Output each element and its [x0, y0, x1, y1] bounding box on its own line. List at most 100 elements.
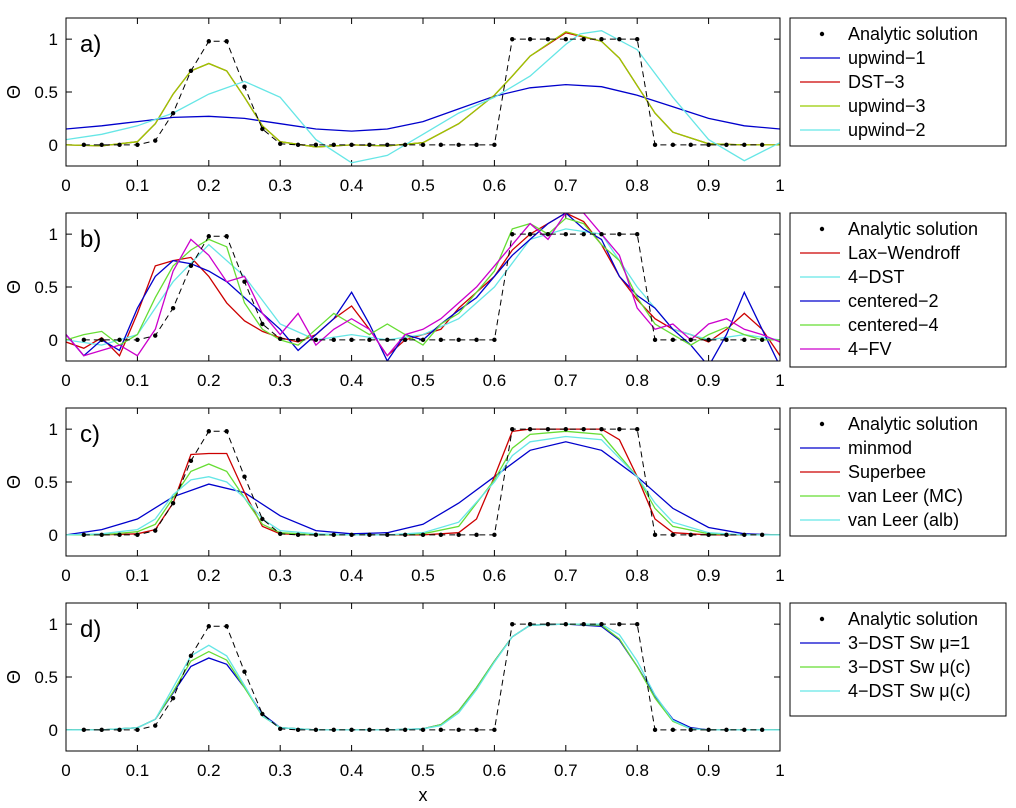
legend: Analytic solution minmod Superbee van Leer …: [789, 407, 1007, 537]
y-tick-label: 0: [49, 136, 58, 155]
analytic-point: [456, 337, 461, 343]
analytic-point: [367, 337, 372, 343]
legend-entry-2: 4−DST: [848, 267, 905, 287]
analytic-point: [492, 142, 497, 148]
x-tick-label: 0: [61, 176, 70, 195]
analytic-point: [242, 279, 247, 284]
y-axis-label: Θ: [4, 475, 24, 489]
y-axis-label: Θ: [4, 670, 24, 684]
x-tick-label: 1: [775, 371, 784, 390]
plot-area: [66, 408, 780, 556]
y-tick-label: 1: [49, 420, 58, 439]
analytic-point: [759, 532, 765, 538]
analytic-point: [349, 727, 354, 733]
x-tick-label: 0.2: [197, 761, 221, 780]
legend-analytic-marker: [819, 226, 825, 232]
panel-3: 0 0.1 0.2 0.3 0.4 0.5 0.6 0.7 0.8 0.9 1 0 0.5 1 c) Θ Ana…: [4, 407, 1007, 585]
analytic-point: [367, 142, 372, 148]
analytic-point: [331, 142, 336, 148]
analytic-point: [581, 426, 586, 432]
legend-box: [789, 212, 1007, 368]
x-tick-label: 0.3: [268, 371, 292, 390]
analytic-point: [349, 337, 354, 343]
x-tick-label: 0.4: [340, 371, 364, 390]
plot-area: [66, 603, 780, 751]
series-group: [66, 213, 780, 361]
analytic-point: [652, 337, 658, 343]
analytic-point: [313, 532, 319, 538]
x-tick-label: 0.8: [625, 566, 649, 585]
analytic-point: [117, 532, 122, 538]
analytic-point: [759, 142, 765, 148]
analytic-point: [188, 263, 194, 269]
legend-box: [789, 602, 1007, 717]
analytic-point: [331, 532, 336, 538]
series-line-2: [66, 623, 780, 731]
analytic-point: [331, 337, 336, 343]
analytic-point: [706, 337, 711, 343]
analytic-point: [456, 142, 461, 148]
analytic-point: [99, 532, 104, 538]
analytic-point: [617, 621, 622, 627]
y-tick-label: 0.5: [34, 83, 58, 102]
legend: Analytic solution Lax−Wendroff 4−DST center…: [789, 212, 1007, 368]
analytic-point: [742, 727, 747, 733]
legend-entry-3: 4−DST Sw μ(c): [848, 681, 971, 701]
analytic-point: [420, 727, 426, 733]
analytic-point: [367, 727, 372, 733]
analytic-point: [224, 39, 229, 44]
analytic-point: [206, 429, 211, 434]
analytic-point: [224, 234, 229, 239]
analytic-point: [135, 142, 140, 148]
x-tick-label: 0.6: [483, 176, 507, 195]
analytic-point: [742, 532, 747, 538]
analytic-point: [349, 532, 354, 538]
y-tick-label: 0.5: [34, 278, 58, 297]
legend-entry-5: 4−FV: [848, 339, 892, 359]
y-tick-label: 1: [49, 30, 58, 49]
analytic-point: [670, 337, 676, 343]
analytic-point: [278, 726, 283, 731]
analytic-point: [402, 337, 408, 343]
analytic-point: [81, 337, 87, 343]
axes-box: [65, 407, 781, 557]
analytic-point: [456, 532, 461, 538]
analytic-point: [510, 426, 515, 432]
series-line-4: [66, 30, 780, 164]
panel-label: c): [80, 421, 100, 448]
analytic-point: [474, 532, 479, 538]
analytic-point: [367, 532, 372, 538]
legend-entry-1: minmod: [848, 438, 912, 458]
x-tick-label: 0.6: [483, 761, 507, 780]
legend-entry-1: Lax−Wendroff: [848, 243, 961, 263]
analytic-point: [742, 142, 747, 148]
legend-entry-1: upwind−1: [848, 48, 926, 68]
x-tick-label: 0.8: [625, 176, 649, 195]
analytic-point: [242, 84, 247, 89]
legend-entry-4: upwind−2: [848, 120, 926, 140]
analytic-point: [581, 621, 586, 627]
x-tick-label: 0.5: [411, 176, 435, 195]
analytic-point: [295, 727, 301, 733]
analytic-point: [313, 337, 319, 343]
x-tick-label: 0.5: [411, 761, 435, 780]
analytic-point: [635, 426, 640, 432]
legend-entry-0: Analytic solution: [848, 219, 978, 239]
analytic-point: [260, 711, 265, 717]
analytic-point: [742, 337, 747, 343]
x-tick-label: 0.3: [268, 761, 292, 780]
analytic-point: [402, 142, 408, 148]
panel-label: d): [80, 616, 101, 643]
analytic-point: [188, 458, 194, 464]
x-tick-label: 0: [61, 371, 70, 390]
analytic-point: [438, 337, 444, 343]
analytic-point: [617, 36, 622, 42]
y-tick-label: 1: [49, 225, 58, 244]
analytic-point: [260, 321, 265, 327]
analytic-point: [724, 727, 729, 733]
analytic-point: [295, 142, 301, 148]
panel-label: a): [80, 31, 101, 58]
analytic-point: [599, 231, 604, 237]
analytic-point: [295, 532, 301, 538]
analytic-point: [563, 621, 568, 627]
